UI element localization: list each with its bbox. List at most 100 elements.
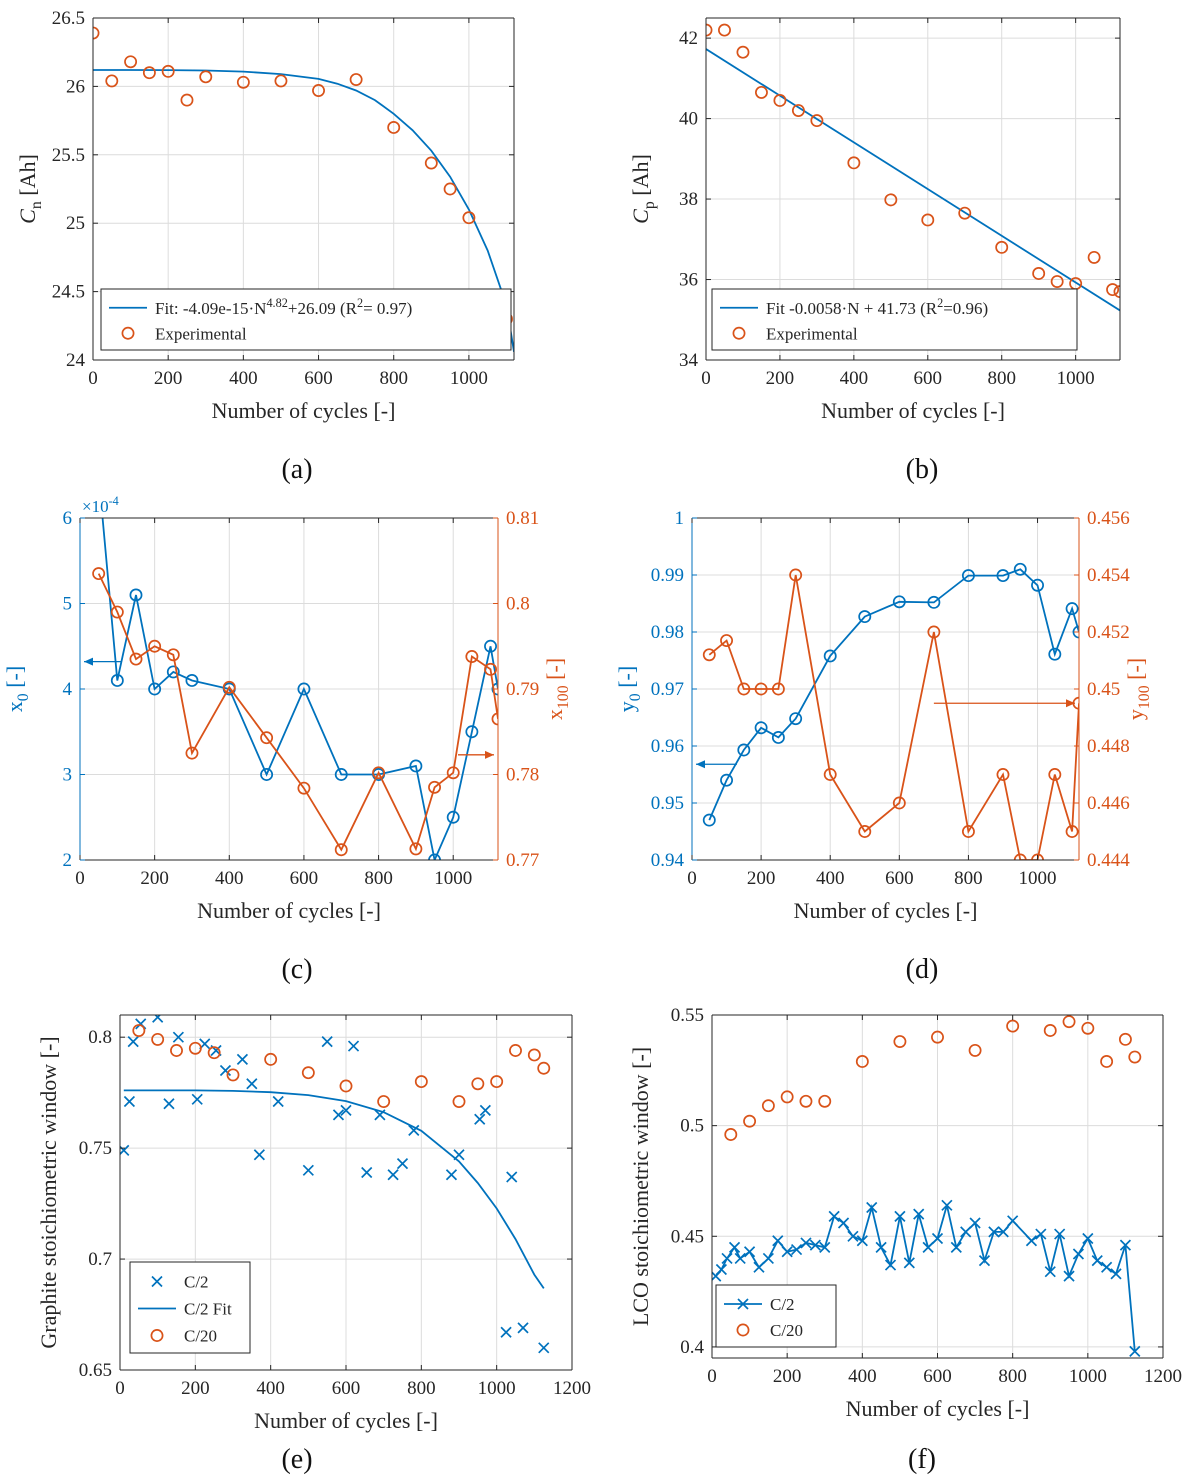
data-point bbox=[148, 639, 162, 653]
data-point bbox=[1054, 1228, 1066, 1240]
panel-label: (e) bbox=[281, 1444, 312, 1475]
data-point bbox=[893, 1035, 907, 1049]
legend-label-1: C/20 bbox=[770, 1321, 803, 1340]
data-point bbox=[1129, 1345, 1141, 1357]
series-x-0 bbox=[101, 518, 498, 860]
series-c-20 bbox=[724, 1015, 1142, 1141]
y-right-tick-label: 0.78 bbox=[506, 765, 539, 786]
chart-panel-d: 0 200 400 600 800 1000 0.94 0.95 0.96 0.97 0.98 0.9… bbox=[614, 508, 1153, 985]
x-tick-label: 400 bbox=[816, 868, 845, 889]
data-point bbox=[772, 1235, 784, 1247]
data-point bbox=[1072, 625, 1079, 639]
chart-panel-f: 0 200 400 600 800 1000 1200 0.4 0.45 0.5 0.55 Numbe… bbox=[628, 1005, 1182, 1475]
y-right-tick-label: 0.444 bbox=[1087, 850, 1130, 871]
y-tick-label: 42 bbox=[679, 28, 698, 49]
data-point bbox=[737, 743, 751, 757]
data-point bbox=[1118, 1032, 1132, 1046]
legend-box bbox=[715, 1284, 837, 1348]
data-point bbox=[272, 1095, 284, 1108]
legend-x-sample bbox=[151, 1275, 163, 1288]
data-point bbox=[995, 240, 1009, 254]
data-point bbox=[856, 1235, 868, 1247]
data-point bbox=[1006, 1019, 1020, 1033]
data-point bbox=[537, 1061, 551, 1075]
data-point bbox=[124, 55, 138, 69]
data-point bbox=[810, 114, 824, 128]
data-point bbox=[127, 1036, 139, 1048]
x-tick-label: 200 bbox=[181, 1378, 210, 1399]
x-tick-label: 0 bbox=[701, 368, 711, 389]
data-point bbox=[132, 1024, 146, 1037]
left-axis-arrow-head bbox=[84, 657, 93, 666]
x-tick-label: 800 bbox=[364, 868, 393, 889]
y-axis-label: Cn [Ah] bbox=[15, 154, 45, 224]
data-point bbox=[781, 1246, 793, 1258]
data-point bbox=[960, 1226, 972, 1238]
data-point bbox=[969, 1217, 981, 1229]
x-tick-label: 1000 bbox=[1019, 868, 1057, 889]
series-fit-4-09e-15-n-4-82-26-09-r-2-0-97 bbox=[93, 69, 514, 352]
y-axis-label: Graphite stoichiometric window [-] bbox=[36, 1036, 61, 1348]
series-fit-0-0058-n-41-73-r-2-0-96 bbox=[706, 48, 1120, 312]
data-point bbox=[180, 93, 194, 107]
legend-circle-sample bbox=[732, 326, 746, 340]
data-point bbox=[490, 1075, 504, 1089]
data-point bbox=[301, 1066, 315, 1080]
data-point bbox=[720, 634, 734, 648]
x-tick-label: 600 bbox=[332, 1378, 361, 1399]
series-c-2 bbox=[712, 1199, 1141, 1357]
legend: C/2 C/2 Fit C/20 bbox=[129, 1261, 251, 1354]
data-point bbox=[92, 567, 106, 581]
y-tick-label: 1 bbox=[675, 508, 685, 529]
data-point bbox=[387, 1169, 399, 1181]
data-point bbox=[226, 1068, 240, 1082]
data-point bbox=[720, 773, 734, 787]
data-point bbox=[702, 813, 716, 827]
data-point bbox=[847, 156, 861, 170]
data-point bbox=[339, 1079, 353, 1093]
grid-lines bbox=[79, 517, 498, 861]
data-point bbox=[996, 768, 1010, 781]
y-right-tick-label: 0.77 bbox=[506, 850, 539, 871]
data-point bbox=[1048, 647, 1062, 661]
y-tick-label: 25 bbox=[66, 213, 85, 234]
data-point bbox=[913, 1208, 925, 1220]
data-point bbox=[1032, 267, 1046, 280]
data-point bbox=[151, 1032, 165, 1046]
data-point bbox=[148, 682, 162, 696]
data-point bbox=[479, 1104, 491, 1117]
data-point bbox=[754, 682, 768, 696]
data-point bbox=[424, 156, 438, 170]
y-tick-label: 40 bbox=[679, 109, 698, 130]
x-tick-label: 600 bbox=[885, 868, 914, 889]
data-point bbox=[823, 768, 837, 781]
data-point bbox=[105, 74, 119, 88]
data-point bbox=[789, 568, 803, 582]
x-tick-label: 800 bbox=[379, 368, 408, 389]
data-point bbox=[753, 1261, 765, 1273]
data-point bbox=[408, 1124, 420, 1136]
x-tick-label: 1000 bbox=[1057, 368, 1095, 389]
data-point bbox=[1072, 1248, 1085, 1260]
series-experimental bbox=[706, 23, 1120, 299]
data-point bbox=[715, 1263, 727, 1276]
x-tick-label: 1000 bbox=[1069, 1366, 1107, 1387]
data-point bbox=[347, 1040, 360, 1052]
data-point bbox=[1119, 1239, 1132, 1251]
data-point bbox=[1050, 275, 1064, 288]
data-point bbox=[931, 1030, 944, 1044]
data-point bbox=[1035, 1228, 1047, 1240]
data-point bbox=[1007, 1215, 1019, 1227]
y-tick-label: 34 bbox=[679, 350, 699, 371]
y-right-tick-label: 0.8 bbox=[506, 594, 530, 615]
data-point bbox=[968, 1043, 982, 1057]
y-axis-multiplier: ×10-4 bbox=[82, 494, 119, 516]
data-point bbox=[409, 759, 423, 773]
y-tick-label: 0.8 bbox=[88, 1027, 112, 1048]
data-point bbox=[372, 766, 386, 780]
y-tick-label: 38 bbox=[679, 189, 698, 210]
data-point bbox=[321, 1036, 333, 1048]
panel-label: (c) bbox=[281, 954, 312, 985]
data-point bbox=[445, 1169, 458, 1181]
